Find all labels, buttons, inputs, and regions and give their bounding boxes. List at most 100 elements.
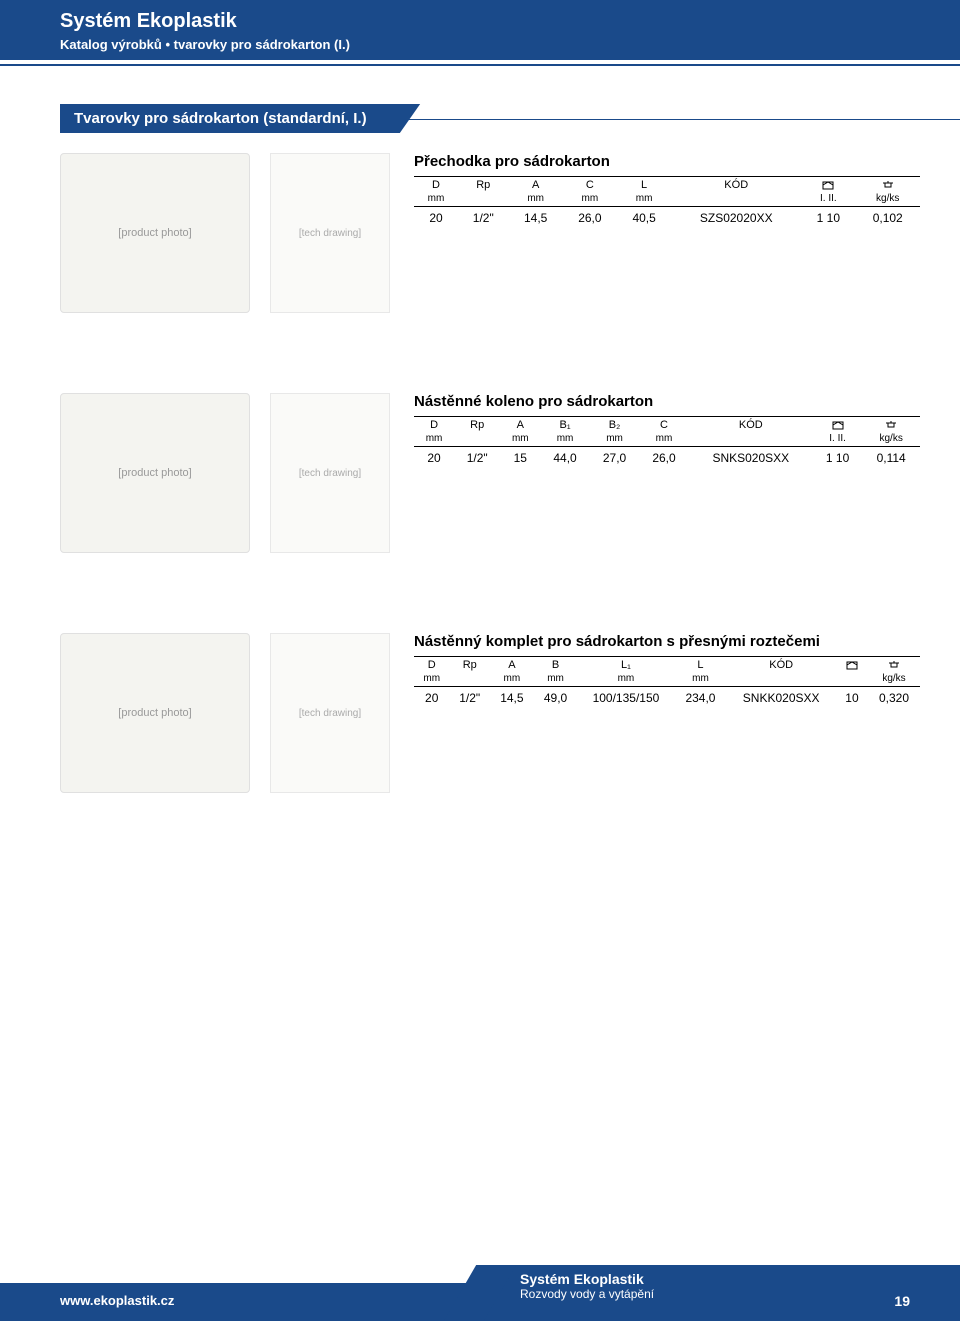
table-unit-row: mm mm mm mm mm kg/ks xyxy=(414,673,920,687)
footer-right-title: Systém Ekoplastik xyxy=(520,1271,910,1287)
table-header-row: D Rp A C L KÓD xyxy=(414,177,920,194)
header-rule xyxy=(0,64,960,66)
data-cell: 20 xyxy=(414,687,449,710)
product-images: [product photo] [tech drawing] xyxy=(60,393,400,553)
product-images: [product photo] [tech drawing] xyxy=(60,633,400,793)
unit-cell: I. II. xyxy=(813,433,862,447)
data-cell: 14,5 xyxy=(490,687,534,710)
table-unit-row: mm mm mm mm I. II. kg/ks xyxy=(414,193,920,207)
col-header: L xyxy=(617,177,671,194)
data-cell: SZS02020XX xyxy=(671,207,801,230)
header-bar: Systém Ekoplastik Katalog výrobků • tvar… xyxy=(0,0,960,60)
product-images: [product photo] [tech drawing] xyxy=(60,153,400,313)
col-header: D xyxy=(414,417,454,434)
data-cell: 0,114 xyxy=(862,447,920,470)
unit-cell: mm xyxy=(617,193,671,207)
product-diagram: [tech drawing] xyxy=(270,393,390,553)
product-name: Přechodka pro sádrokarton xyxy=(414,153,920,170)
unit-cell: I. II. xyxy=(801,193,855,207)
col-header: KÓD xyxy=(671,177,801,194)
spec-table: D Rp A C L KÓD mm mm mm mm I. II. xyxy=(414,176,920,229)
product-data: Nástěnné koleno pro sádrokarton D Rp A B… xyxy=(400,393,920,469)
unit-cell: mm xyxy=(577,673,674,687)
data-cell: 1 10 xyxy=(813,447,862,470)
box-icon xyxy=(801,177,855,194)
unit-cell: kg/ks xyxy=(868,673,920,687)
data-cell: 0,102 xyxy=(855,207,920,230)
col-header: C xyxy=(563,177,617,194)
footer-right: Systém Ekoplastik Rozvody vody a vytápěn… xyxy=(480,1265,960,1321)
section-title: Tvarovky pro sádrokarton (standardní, I.… xyxy=(60,104,395,133)
data-cell: 0,320 xyxy=(868,687,920,710)
data-cell: 26,0 xyxy=(563,207,617,230)
table-header-row: D Rp A B L₁ L KÓD xyxy=(414,657,920,674)
table-row: 20 1/2" 15 44,0 27,0 26,0 SNKS020SXX 1 1… xyxy=(414,447,920,470)
page-header: Systém Ekoplastik Katalog výrobků • tvar… xyxy=(0,0,960,80)
unit-cell: mm xyxy=(414,193,458,207)
table-row: 20 1/2" 14,5 26,0 40,5 SZS02020XX 1 10 0… xyxy=(414,207,920,230)
unit-cell xyxy=(458,193,509,207)
product-diagram: [tech drawing] xyxy=(270,633,390,793)
unit-cell: mm xyxy=(414,433,454,447)
data-cell: 1/2" xyxy=(454,447,500,470)
data-cell: 1/2" xyxy=(458,207,509,230)
product-diagram: [tech drawing] xyxy=(270,153,390,313)
box-icon xyxy=(813,417,862,434)
footer-url: www.ekoplastik.cz xyxy=(0,1283,440,1321)
data-cell: 1 10 xyxy=(801,207,855,230)
spec-table: D Rp A B L₁ L KÓD mm mm mm mm mm xyxy=(414,656,920,709)
data-cell: 14,5 xyxy=(509,207,563,230)
col-header: B₂ xyxy=(590,417,639,434)
data-cell: SNKS020SXX xyxy=(689,447,813,470)
unit-cell: mm xyxy=(500,433,540,447)
unit-cell xyxy=(449,673,490,687)
section-title-wrap: Tvarovky pro sádrokarton (standardní, I.… xyxy=(60,104,395,133)
col-header: Rp xyxy=(458,177,509,194)
unit-cell: mm xyxy=(590,433,639,447)
data-cell: 49,0 xyxy=(534,687,578,710)
col-header: L₁ xyxy=(577,657,674,674)
data-cell: 26,0 xyxy=(639,447,688,470)
unit-cell xyxy=(726,673,836,687)
col-header: A xyxy=(500,417,540,434)
col-header: D xyxy=(414,657,449,674)
footer-right-sub: Rozvody vody a vytápění xyxy=(520,1287,910,1301)
unit-cell: kg/ks xyxy=(862,433,920,447)
product-name: Nástěnný komplet pro sádrokarton s přesn… xyxy=(414,633,920,650)
product-photo: [product photo] xyxy=(60,393,250,553)
data-cell: 234,0 xyxy=(675,687,727,710)
table-unit-row: mm mm mm mm mm I. II. kg/ks xyxy=(414,433,920,447)
product-block: [product photo] [tech drawing] Přechodka… xyxy=(60,153,920,353)
data-cell: 100/135/150 xyxy=(577,687,674,710)
unit-cell: mm xyxy=(639,433,688,447)
unit-cell xyxy=(671,193,801,207)
product-photo: [product photo] xyxy=(60,633,250,793)
col-header: Rp xyxy=(454,417,500,434)
header-title: Systém Ekoplastik xyxy=(60,10,930,33)
product-data: Přechodka pro sádrokarton D Rp A C L KÓD… xyxy=(400,153,920,229)
unit-cell: mm xyxy=(490,673,534,687)
unit-cell xyxy=(454,433,500,447)
col-header: B₁ xyxy=(540,417,589,434)
data-cell: 15 xyxy=(500,447,540,470)
content: [product photo] [tech drawing] Přechodka… xyxy=(0,133,960,833)
product-photo: [product photo] xyxy=(60,153,250,313)
page-number: 19 xyxy=(894,1293,910,1309)
unit-cell: kg/ks xyxy=(855,193,920,207)
data-cell: 20 xyxy=(414,207,458,230)
table-row: 20 1/2" 14,5 49,0 100/135/150 234,0 SNKK… xyxy=(414,687,920,710)
unit-cell: mm xyxy=(675,673,727,687)
unit-cell: mm xyxy=(534,673,578,687)
unit-cell xyxy=(836,673,868,687)
data-cell: 10 xyxy=(836,687,868,710)
spec-table: D Rp A B₁ B₂ C KÓD mm mm mm mm mm xyxy=(414,416,920,469)
col-header: Rp xyxy=(449,657,490,674)
col-header: KÓD xyxy=(726,657,836,674)
product-data: Nástěnný komplet pro sádrokarton s přesn… xyxy=(400,633,920,709)
product-name: Nástěnné koleno pro sádrokarton xyxy=(414,393,920,410)
unit-cell: mm xyxy=(414,673,449,687)
page-footer: www.ekoplastik.cz Systém Ekoplastik Rozv… xyxy=(0,1265,960,1321)
data-cell: 44,0 xyxy=(540,447,589,470)
data-cell: 40,5 xyxy=(617,207,671,230)
col-header: A xyxy=(509,177,563,194)
